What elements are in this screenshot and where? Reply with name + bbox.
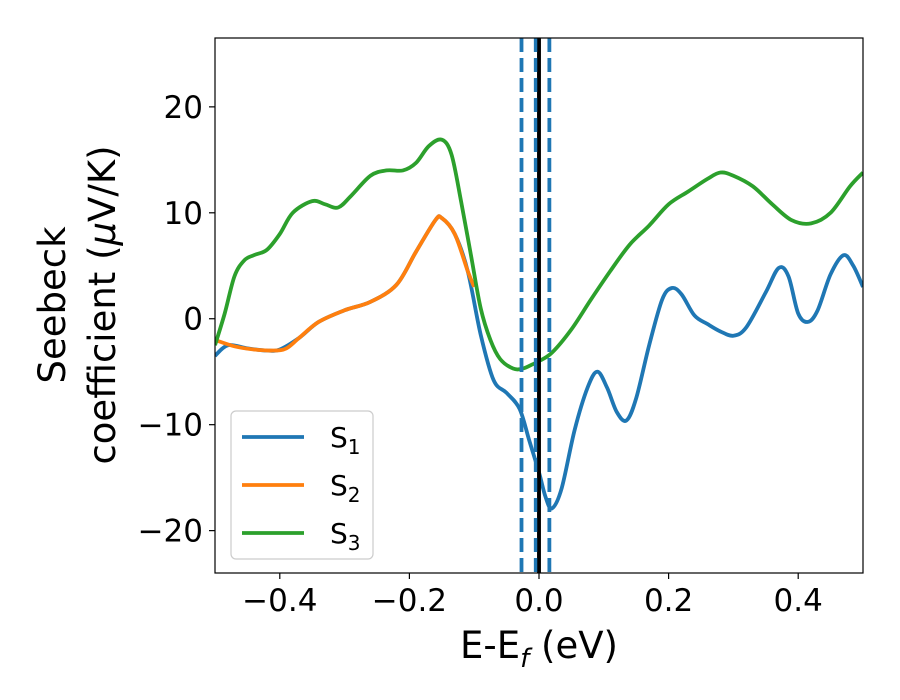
y-tick-label: 10 [164, 196, 203, 232]
x-axis-label: E-Ef (eV) [460, 624, 618, 674]
legend-label: S3 [330, 517, 361, 555]
legend-entries: S1 S2 S3 [242, 421, 361, 555]
series-line-s2 [215, 214, 476, 353]
y-axis-ticks: −20 −10 0 10 20 [138, 90, 215, 550]
legend-label: S2 [330, 469, 361, 507]
x-axis-ticks: −0.4 −0.2 0.0 0.2 0.4 [242, 573, 823, 619]
y-axis-label: Seebeck coefficient (μV/K) [31, 145, 124, 464]
x-tick-label: 0.0 [514, 583, 563, 619]
series-line-s3 [215, 137, 863, 372]
plot-lines [215, 137, 863, 511]
x-tick-label: 0.2 [644, 583, 693, 619]
y-tick-label: 0 [183, 302, 203, 338]
x-tick-label: 0.4 [774, 583, 823, 619]
x-tick-label: −0.4 [242, 583, 317, 619]
y-axis-label-line2: coefficient (μV/K) [81, 145, 124, 464]
legend-label: S1 [330, 421, 361, 459]
y-tick-label: 20 [164, 90, 203, 126]
y-tick-label: −10 [138, 408, 203, 444]
y-axis-label-line1: Seebeck [31, 226, 74, 384]
reference-lines [519, 38, 552, 573]
x-tick-label: −0.2 [372, 583, 447, 619]
y-tick-label: −20 [138, 514, 203, 550]
legend: S1 S2 S3 [230, 410, 374, 560]
